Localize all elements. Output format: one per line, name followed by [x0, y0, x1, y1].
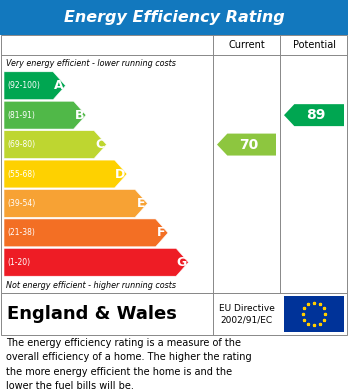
Polygon shape: [4, 248, 189, 276]
Text: Energy Efficiency Rating: Energy Efficiency Rating: [64, 10, 284, 25]
Text: E: E: [136, 197, 145, 210]
Bar: [0, 0, 348, 35]
Bar: [1, 35, 347, 293]
Text: Very energy efficient - lower running costs: Very energy efficient - lower running co…: [6, 59, 176, 68]
Text: D: D: [115, 167, 125, 181]
Text: Not energy efficient - higher running costs: Not energy efficient - higher running co…: [6, 280, 176, 289]
Text: (1-20): (1-20): [7, 258, 30, 267]
Text: England & Wales: England & Wales: [7, 305, 177, 323]
Text: 2002/91/EC: 2002/91/EC: [220, 316, 272, 325]
Text: (39-54): (39-54): [7, 199, 35, 208]
Text: C: C: [95, 138, 104, 151]
Text: 70: 70: [239, 138, 258, 152]
Polygon shape: [4, 131, 106, 158]
Polygon shape: [4, 101, 86, 129]
Text: 89: 89: [306, 108, 326, 122]
Text: (55-68): (55-68): [7, 170, 35, 179]
Text: (81-91): (81-91): [7, 111, 35, 120]
Text: Current: Current: [228, 40, 265, 50]
Polygon shape: [4, 219, 168, 247]
Text: B: B: [74, 109, 84, 122]
Text: (69-80): (69-80): [7, 140, 35, 149]
Polygon shape: [4, 190, 148, 217]
Text: F: F: [157, 226, 165, 239]
Text: Potential: Potential: [293, 40, 335, 50]
Text: A: A: [54, 79, 64, 92]
Text: The energy efficiency rating is a measure of the
overall efficiency of a home. T: The energy efficiency rating is a measur…: [6, 338, 252, 391]
Text: (21-38): (21-38): [7, 228, 35, 237]
Text: EU Directive: EU Directive: [219, 305, 275, 314]
Polygon shape: [217, 134, 276, 156]
Polygon shape: [4, 72, 65, 100]
Polygon shape: [4, 160, 127, 188]
Polygon shape: [284, 104, 344, 126]
Text: (92-100): (92-100): [7, 81, 40, 90]
Bar: [284, 296, 344, 332]
Text: G: G: [176, 256, 187, 269]
Bar: [1, 293, 347, 335]
